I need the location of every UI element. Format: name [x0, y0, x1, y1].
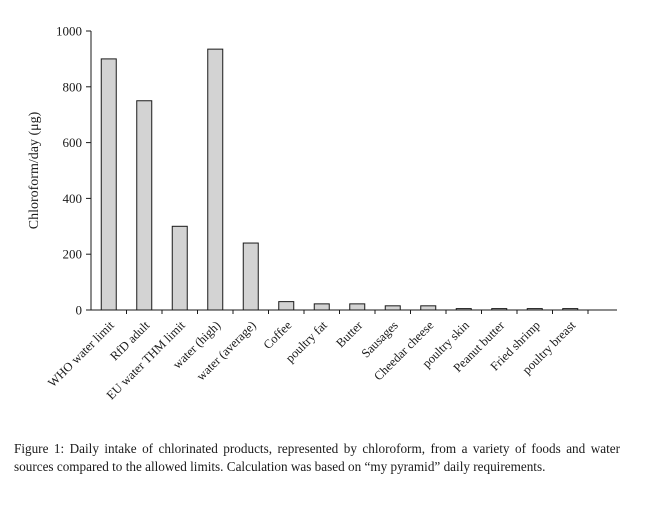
bar-water-high: [207, 48, 224, 311]
y-axis-title: Chloroform/day (μg): [27, 111, 42, 229]
y-tick-label: 400: [63, 191, 83, 206]
x-category-label: Coffee: [261, 318, 295, 352]
bar-water-average: [242, 242, 259, 311]
y-tick-label: 0: [76, 303, 83, 318]
bar-eu-water-thm-limit: [171, 225, 188, 311]
y-axis-ticks: 0 200 400 600 800 1000: [56, 24, 91, 318]
bar-poultry-fat: [313, 303, 330, 311]
bar-butter: [349, 303, 366, 311]
y-tick-label: 800: [63, 79, 83, 94]
bars-group: [100, 48, 579, 311]
bar-coffee: [278, 301, 295, 311]
y-tick-label: 1000: [56, 24, 82, 39]
bar-who-water-limit: [100, 58, 117, 311]
y-tick-label: 600: [63, 135, 83, 150]
y-tick-label: 200: [63, 247, 83, 262]
bar-sausages: [384, 305, 401, 311]
x-category-label: WHO water limit: [45, 318, 117, 390]
bar-rfd-adult: [136, 100, 153, 311]
bar-cheedar-cheese: [420, 305, 437, 311]
x-category-label: Butter: [333, 318, 366, 351]
figure-caption: Figure 1: Daily intake of chlorinated pr…: [14, 441, 620, 474]
